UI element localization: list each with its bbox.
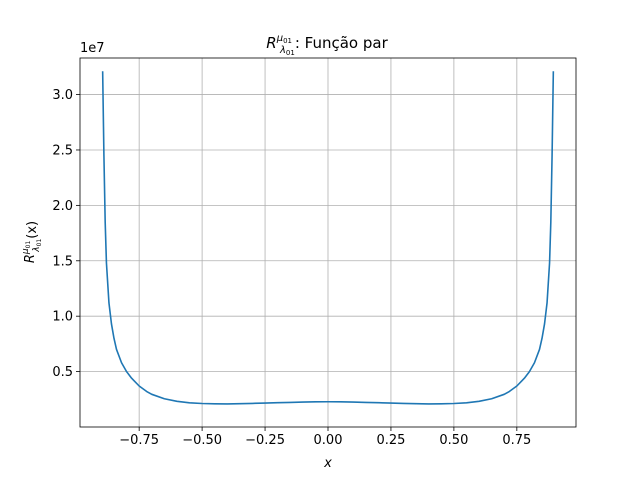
y-tick-label: 2.5 <box>52 143 73 158</box>
y-tick-label: 2.0 <box>52 199 73 214</box>
x-tick-label: 0.50 <box>439 433 468 448</box>
grid-lines <box>80 58 576 427</box>
x-tick-label: −0.75 <box>119 433 159 448</box>
data-series <box>101 71 555 405</box>
x-tick-label: −0.50 <box>182 433 222 448</box>
x-tick-label: 0.75 <box>502 433 531 448</box>
x-axis-ticks: −0.75 −0.50 −0.25 0.00 0.25 0.50 0.75 <box>119 427 531 448</box>
y-tick-label: 1.5 <box>52 254 73 269</box>
chart-title: Rμ01 λ01: Função par <box>266 33 388 57</box>
y-axis-ticks: 0.5 1.0 1.5 2.0 2.5 3.0 <box>52 88 80 380</box>
x-axis-label: x <box>323 456 332 471</box>
y-offset-text: 1e7 <box>80 41 105 56</box>
y-tick-label: 0.5 <box>52 365 73 380</box>
x-tick-label: 0.25 <box>376 433 405 448</box>
series-line <box>101 71 555 405</box>
y-tick-label: 1.0 <box>52 310 73 325</box>
y-tick-label: 3.0 <box>52 88 73 103</box>
x-tick-label: −0.25 <box>245 433 285 448</box>
y-axis-label: Rμ01λ01(x) <box>21 221 43 263</box>
x-tick-label: 0.00 <box>314 433 343 448</box>
